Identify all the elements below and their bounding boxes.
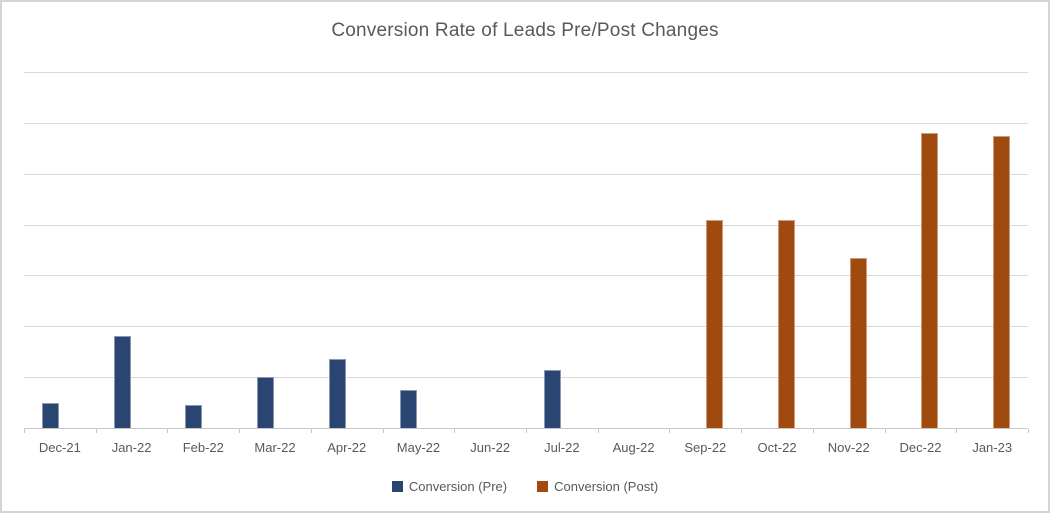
category-cell-Dec-22 xyxy=(885,72,957,428)
category-cell-Apr-22 xyxy=(311,72,383,428)
x-axis-label: Jun-22 xyxy=(470,440,511,455)
bar-pre-Jan-22 xyxy=(113,336,131,428)
category-cell-Feb-22 xyxy=(167,72,239,428)
plot-area xyxy=(24,72,1029,433)
bar-pre-Dec-21 xyxy=(41,402,59,428)
axis-tick xyxy=(812,429,814,433)
category-cell-Jun-22 xyxy=(454,72,526,428)
category-cell-Nov-22 xyxy=(813,72,885,428)
axis-tick xyxy=(167,429,169,433)
bars-container xyxy=(24,72,1028,428)
x-axis-label: Dec-21 xyxy=(38,440,81,455)
axis-tick xyxy=(382,429,384,433)
x-axis-label: Nov-22 xyxy=(827,440,870,455)
gridline xyxy=(24,224,1028,226)
category-cell-Aug-22 xyxy=(598,72,670,428)
axis-tick xyxy=(1028,429,1029,433)
legend: Conversion (Pre) Conversion (Post) xyxy=(2,479,1048,494)
axis-tick xyxy=(597,429,599,433)
category-cell-Mar-22 xyxy=(239,72,311,428)
gridline xyxy=(24,326,1028,328)
bar-post-Sep-22 xyxy=(706,219,724,428)
bar-pre-Jul-22 xyxy=(543,369,561,428)
category-cell-May-22 xyxy=(383,72,455,428)
gridline xyxy=(24,377,1028,379)
axis-tick xyxy=(956,429,958,433)
x-axis-label: Jul-22 xyxy=(544,440,580,455)
gridline xyxy=(24,275,1028,277)
legend-item-pre: Conversion (Pre) xyxy=(391,479,508,494)
axis-tick xyxy=(526,429,527,433)
x-axis-label: Jan-23 xyxy=(972,440,1013,455)
x-axis-label: Oct-22 xyxy=(757,440,797,455)
category-cell-Jan-23 xyxy=(956,72,1028,428)
category-cell-Sep-22 xyxy=(669,72,741,428)
axis-tick xyxy=(454,429,456,433)
category-cell-Oct-22 xyxy=(741,72,813,428)
axis-tick xyxy=(884,429,886,433)
category-cell-Dec-21 xyxy=(24,72,96,428)
x-axis-label: Sep-22 xyxy=(684,440,727,455)
bar-post-Dec-22 xyxy=(921,133,939,428)
bar-pre-Mar-22 xyxy=(257,377,275,428)
gridline xyxy=(24,72,1028,73)
gridline xyxy=(24,122,1028,124)
x-axis-label: Feb-22 xyxy=(182,440,224,455)
bar-pre-May-22 xyxy=(400,389,418,428)
category-cell-Jul-22 xyxy=(526,72,598,428)
bar-post-Nov-22 xyxy=(849,257,867,428)
legend-item-post: Conversion (Post) xyxy=(537,479,658,494)
chart-title: Conversion Rate of Leads Pre/Post Change… xyxy=(331,20,719,41)
axis-tick xyxy=(669,429,671,433)
legend-swatch xyxy=(391,481,403,492)
x-axis-label: Apr-22 xyxy=(327,440,367,455)
x-axis-label: Jan-22 xyxy=(111,440,152,455)
axis-tick xyxy=(239,429,241,433)
legend-label: Conversion (Pre) xyxy=(408,479,508,494)
bar-pre-Feb-22 xyxy=(185,405,203,428)
x-axis-label: May-22 xyxy=(396,440,441,455)
legend-swatch xyxy=(537,481,549,492)
axis-tick xyxy=(95,429,97,433)
bar-pre-Apr-22 xyxy=(328,359,346,428)
x-axis-labels: Dec-21 Jan-22 Feb-22 Mar-22 Apr-22 May-22 Jun-… xyxy=(24,440,1028,455)
legend-label: Conversion (Post) xyxy=(554,479,659,494)
bar-post-Jan-23 xyxy=(993,135,1011,428)
x-axis-label: Aug-22 xyxy=(612,440,655,455)
x-axis-label: Dec-22 xyxy=(899,440,942,455)
x-axis-label: Mar-22 xyxy=(254,440,296,455)
axis-tick xyxy=(310,429,312,433)
axis-tick xyxy=(24,429,25,433)
x-axis-ticks xyxy=(24,428,1029,433)
bar-post-Oct-22 xyxy=(778,219,796,428)
gridline xyxy=(24,173,1028,175)
axis-tick xyxy=(741,429,743,433)
category-cell-Jan-22 xyxy=(96,72,168,428)
